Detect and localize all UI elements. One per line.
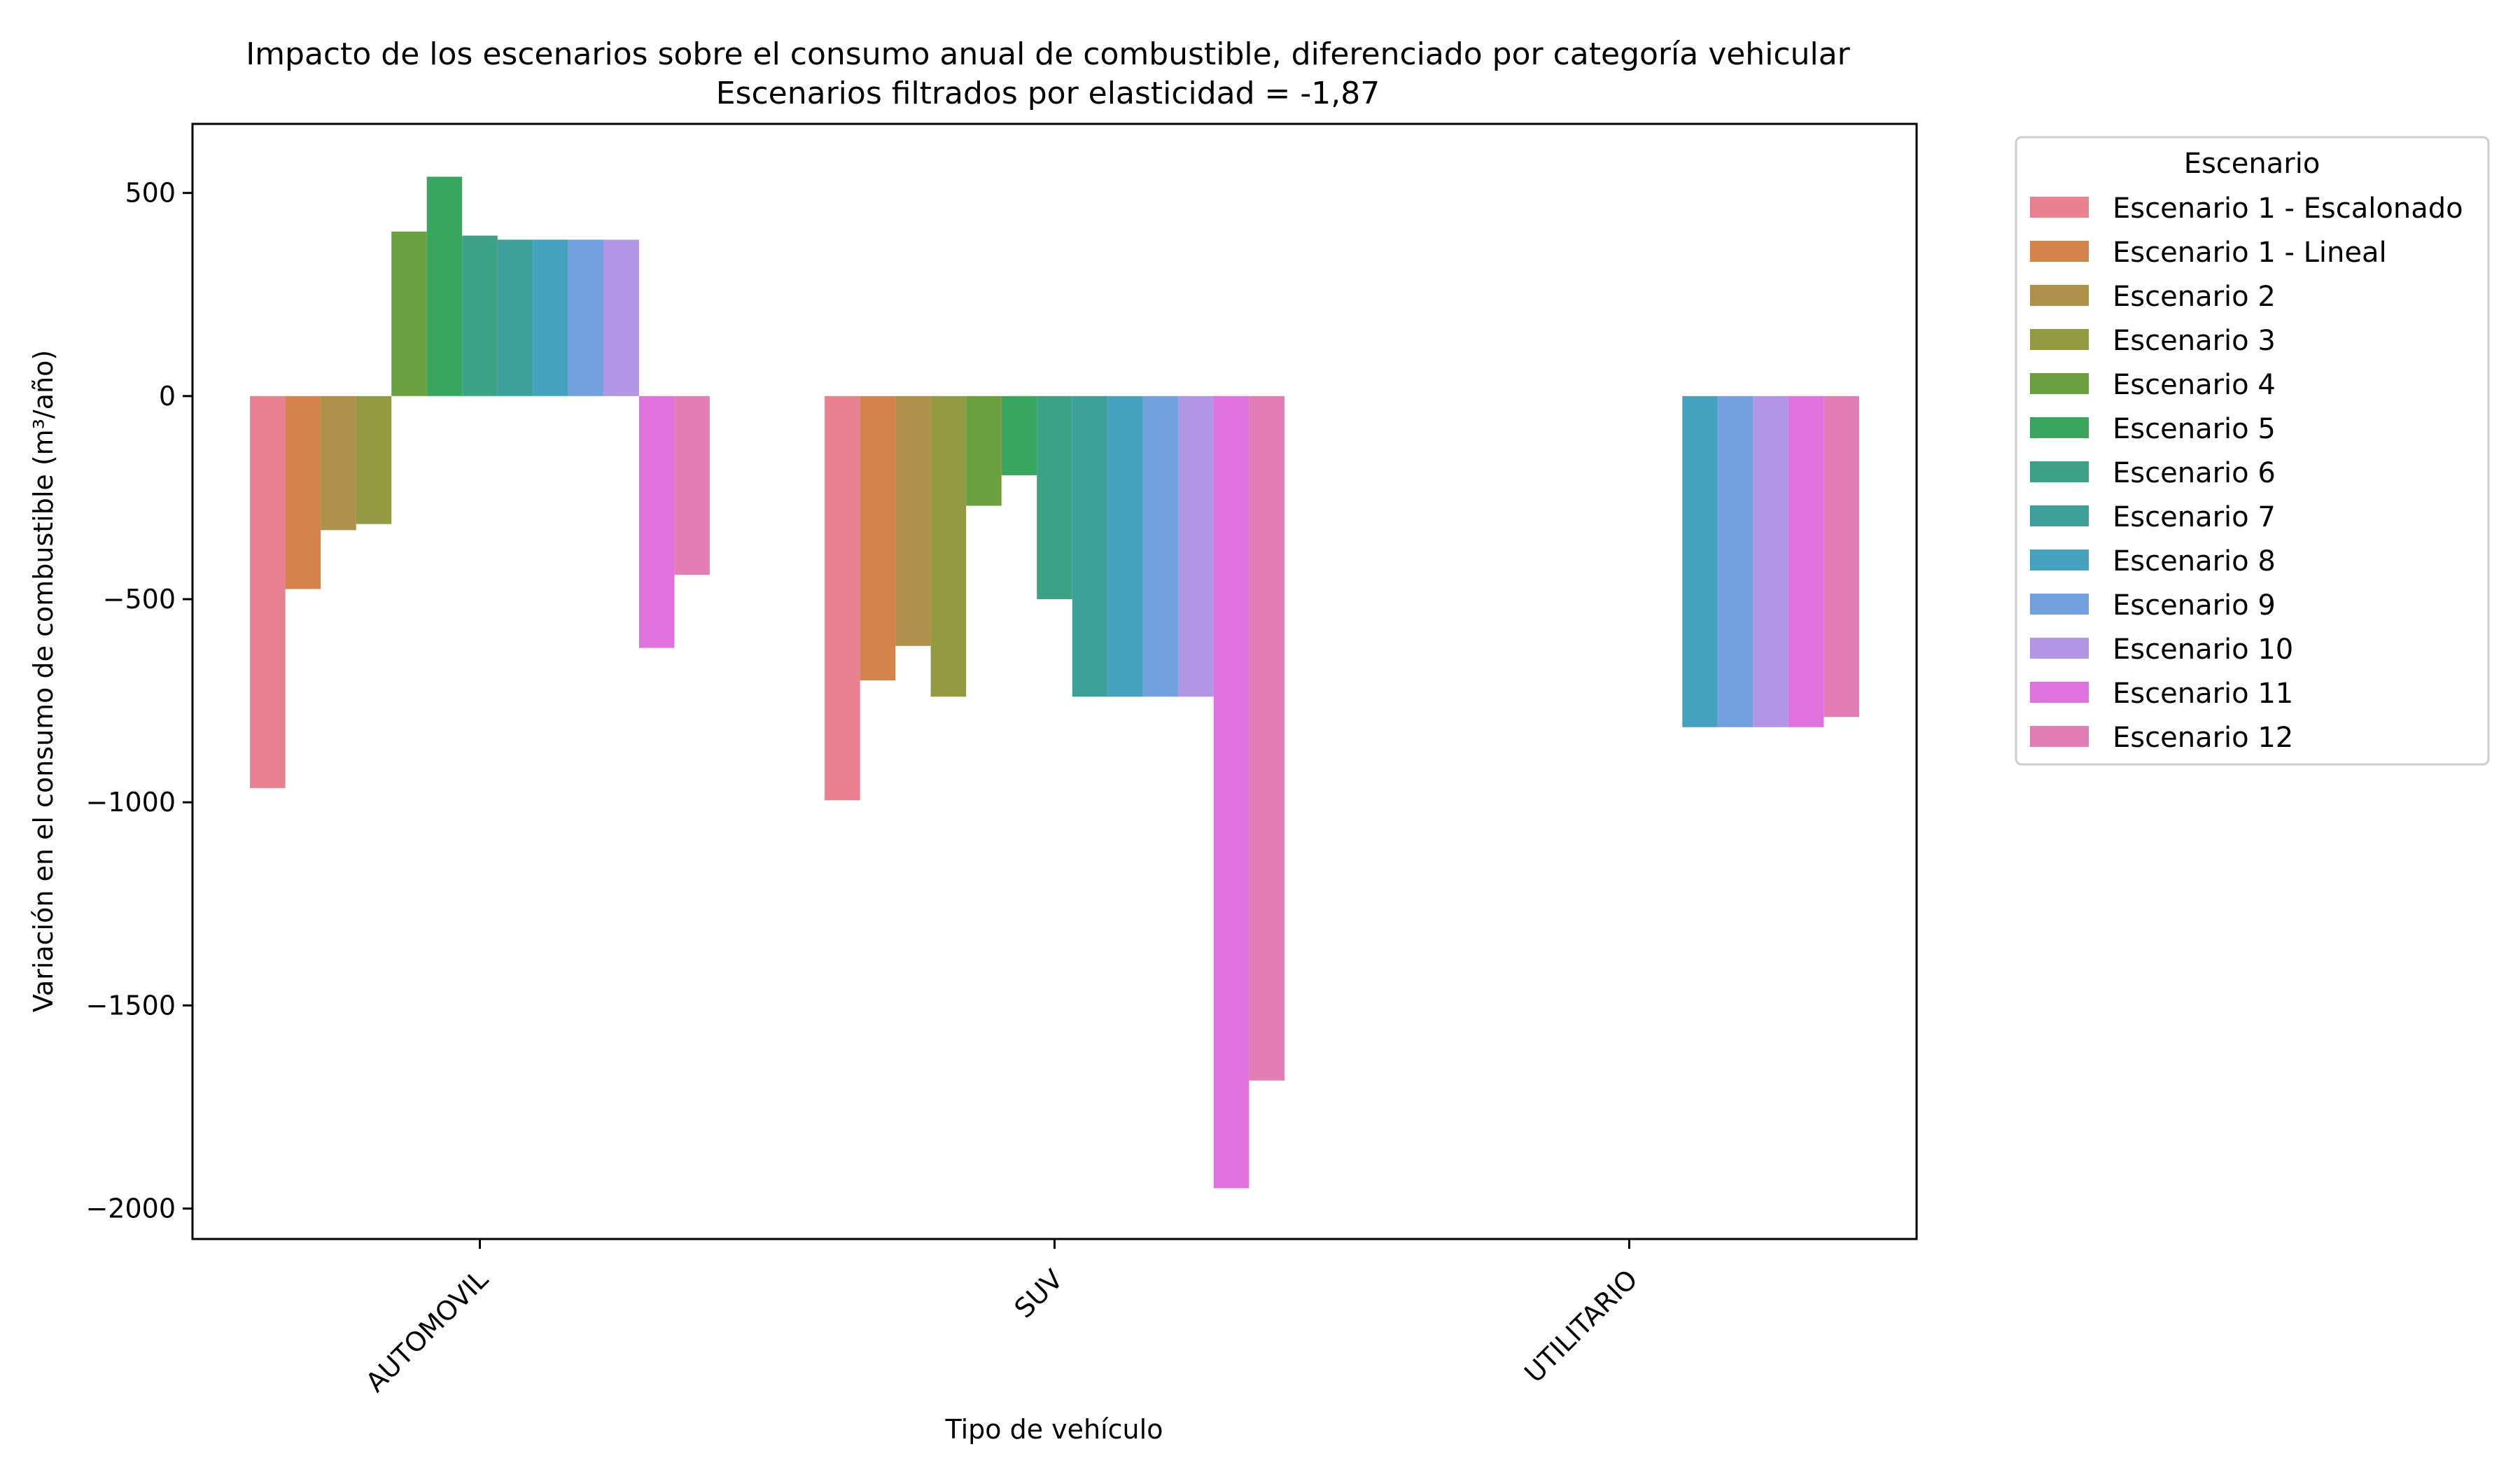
bar (1213, 396, 1250, 1189)
plot-frame (191, 122, 1918, 1240)
legend-label: Escenario 10 (2113, 634, 2293, 666)
x-tick-label: UTILITARIO (1518, 1264, 1643, 1388)
y-axis-label: Variación en el consumo de combustible (… (28, 350, 59, 1012)
bar (497, 239, 533, 396)
legend-swatch (2030, 505, 2089, 526)
bar (1823, 396, 1859, 718)
x-tick-label: AUTOMOVIL (360, 1264, 494, 1398)
bars-group (250, 176, 1859, 1189)
bar (674, 396, 710, 575)
bar (1753, 396, 1788, 727)
bar (1178, 396, 1214, 697)
y-tick-label: −500 (103, 584, 176, 615)
legend-label: Escenario 1 - Escalonado (2113, 192, 2463, 225)
y-tick-label: 500 (125, 178, 176, 209)
legend-label: Escenario 4 (2113, 369, 2276, 401)
bar (1001, 396, 1037, 475)
bar (533, 239, 568, 396)
bar (285, 396, 321, 589)
legend-swatch (2030, 373, 2089, 394)
bar (638, 396, 675, 648)
legend-label: Escenario 6 (2113, 457, 2276, 489)
legend-swatch (2030, 638, 2089, 659)
bar (1037, 396, 1072, 599)
chart-title: Impacto de los escenarios sobre el consu… (246, 36, 1850, 72)
legend-swatch (2030, 329, 2089, 350)
x-axis-label: Tipo de vehículo (945, 1414, 1163, 1445)
bar (1682, 396, 1718, 727)
bar (1072, 396, 1108, 697)
bar (568, 239, 604, 396)
bar (426, 176, 463, 396)
bar (1107, 396, 1143, 697)
legend-label: Escenario 3 (2113, 325, 2276, 357)
legend-label: Escenario 8 (2113, 545, 2276, 578)
bar (321, 396, 356, 531)
y-tick-label: −1500 (85, 990, 176, 1021)
legend-label: Escenario 7 (2113, 501, 2276, 533)
bar (1249, 396, 1284, 1081)
legend-swatch (2030, 197, 2089, 218)
bar (603, 239, 639, 396)
y-tick-label: −2000 (85, 1193, 176, 1224)
legend-swatch (2030, 594, 2089, 615)
legend-swatch (2030, 682, 2089, 703)
bar (391, 231, 427, 396)
x-axis: AUTOMOVIL SUV UTILITARIO (360, 1239, 1644, 1398)
legend-swatch (2030, 461, 2089, 482)
legend-label: Escenario 12 (2113, 722, 2293, 754)
legend-label: Escenario 9 (2113, 589, 2276, 622)
y-tick-label: 0 (159, 381, 176, 412)
bar (930, 396, 967, 697)
legend-label: Escenario 2 (2113, 281, 2276, 313)
bar (356, 396, 392, 524)
y-tick-label: −1000 (85, 787, 176, 818)
legend-label: Escenario 5 (2113, 413, 2276, 445)
legend-swatch (2030, 241, 2089, 262)
legend-swatch (2030, 417, 2089, 438)
y-axis: 500 0 −500 −1000 −1500 −2000 (85, 178, 192, 1224)
legend-title: Escenario (2184, 148, 2320, 180)
chart-subtitle: Escenarios filtrados por elasticidad = -… (716, 76, 1380, 111)
legend-frame (2015, 136, 2490, 766)
bar (966, 396, 1002, 506)
bar (1788, 396, 1824, 727)
legend-swatch (2030, 550, 2089, 570)
bar (250, 396, 286, 788)
bar (895, 396, 931, 646)
legend-label: Escenario 1 - Lineal (2113, 237, 2387, 269)
legend-label: Escenario 11 (2113, 678, 2293, 710)
legend: Escenario Escenario 1 - Escalonado Escena… (2015, 136, 2490, 766)
legend-swatch (2030, 726, 2089, 747)
legend-swatch (2030, 285, 2089, 306)
bar (1142, 396, 1179, 697)
x-tick-label: SUV (1009, 1264, 1069, 1324)
bar (1717, 396, 1754, 727)
bar (825, 396, 860, 801)
bar (860, 396, 896, 681)
bar (462, 235, 498, 396)
